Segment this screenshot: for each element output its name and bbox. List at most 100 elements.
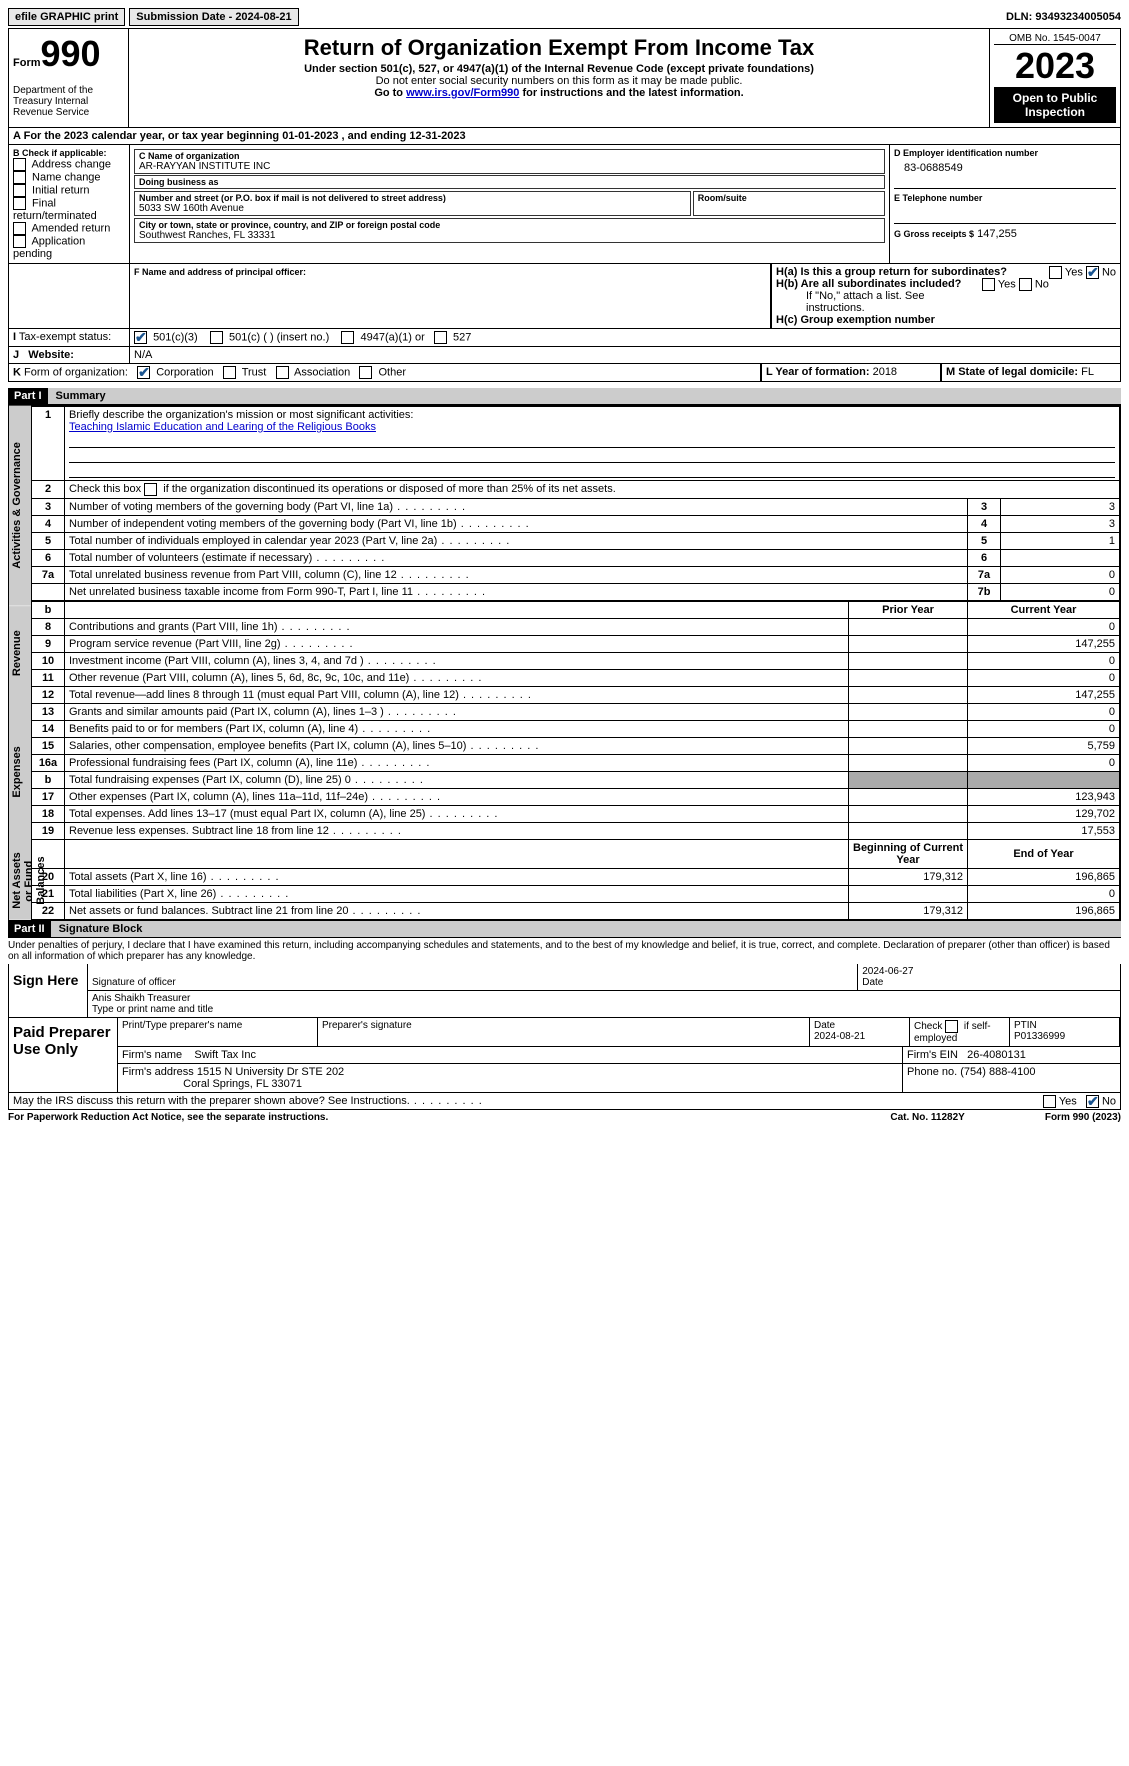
sub3: Go to www.irs.gov/Form990 for instructio… xyxy=(133,87,985,99)
table-row: Net unrelated business taxable income fr… xyxy=(32,584,1120,602)
form-title: Return of Organization Exempt From Incom… xyxy=(133,35,985,61)
ha-no[interactable] xyxy=(1086,266,1099,279)
h-b: H(b) Are all subordinates included? Yes … xyxy=(776,278,1116,290)
box-b: B Check if applicable: Address change Na… xyxy=(9,145,129,263)
firm-phone: (754) 888-4100 xyxy=(960,1066,1035,1078)
dba-box: Doing business as xyxy=(134,175,885,189)
declaration: Under penalties of perjury, I declare th… xyxy=(8,938,1121,964)
box-b-item: Final return/terminated xyxy=(13,197,125,222)
page-footer: For Paperwork Reduction Act Notice, see … xyxy=(8,1110,1121,1125)
omb: OMB No. 1545-0047 xyxy=(994,33,1116,45)
box-b-item: Application pending xyxy=(13,235,125,260)
table-row: 22Net assets or fund balances. Subtract … xyxy=(32,903,1120,920)
table-row: 17Other expenses (Part IX, column (A), l… xyxy=(32,789,1120,806)
table-row: 8Contributions and grants (Part VIII, li… xyxy=(32,619,1120,636)
discuss-yes[interactable] xyxy=(1043,1095,1056,1108)
table-row: 14Benefits paid to or for members (Part … xyxy=(32,721,1120,738)
box-b-item: Amended return xyxy=(13,222,125,235)
table-row: 7aTotal unrelated business revenue from … xyxy=(32,567,1120,584)
section-klm: K Form of organization: Corporation Trus… xyxy=(8,364,1121,382)
tax-year-line: A For the 2023 calendar year, or tax yea… xyxy=(8,128,1121,145)
irs-link[interactable]: www.irs.gov/Form990 xyxy=(406,87,519,99)
hb-yes[interactable] xyxy=(982,278,995,291)
part1-body: Activities & Governance Revenue Expenses… xyxy=(8,405,1121,921)
h-a: H(a) Is this a group return for subordin… xyxy=(776,266,1116,278)
table-row: 19Revenue less expenses. Subtract line 1… xyxy=(32,823,1120,840)
box-deg: D Employer identification number 83-0688… xyxy=(890,145,1120,263)
table-row: 20Total assets (Part X, line 16)179,3121… xyxy=(32,869,1120,886)
vert-exp: Expenses xyxy=(9,701,31,843)
header-mid: Return of Organization Exempt From Incom… xyxy=(129,29,990,127)
firm-addr2: Coral Springs, FL 33071 xyxy=(183,1078,302,1090)
prep-date: 2024-08-21 xyxy=(814,1031,865,1042)
table-row: 21Total liabilities (Part X, line 26)0 xyxy=(32,886,1120,903)
signature-block: Sign Here Signature of officer 2024-06-2… xyxy=(8,964,1121,1093)
vert-rev: Revenue xyxy=(9,606,31,701)
box-b-label: B Check if applicable: xyxy=(13,148,125,158)
h-note: If "No," attach a list. See instructions… xyxy=(776,290,1116,314)
firm-addr1: 1515 N University Dr STE 202 xyxy=(197,1066,344,1078)
sub1: Under section 501(c), 527, or 4947(a)(1)… xyxy=(133,63,985,75)
gross-receipts: G Gross receipts $ 147,255 xyxy=(894,224,1116,240)
header-right: OMB No. 1545-0047 2023 Open to Public In… xyxy=(990,29,1120,127)
org-name-box: C Name of organization AR-RAYYAN INSTITU… xyxy=(134,149,885,174)
tax-status: 501(c)(3) 501(c) ( ) (insert no.) 4947(a… xyxy=(130,329,1120,346)
paid-preparer: Paid Preparer Use Only xyxy=(9,1018,118,1092)
discuss-no[interactable] xyxy=(1086,1095,1099,1108)
sub2: Do not enter social security numbers on … xyxy=(133,75,985,87)
addr-box: Number and street (or P.O. box if mail i… xyxy=(134,191,691,216)
org-city: Southwest Ranches, FL 33331 xyxy=(139,230,880,241)
table-row: 18Total expenses. Add lines 13–17 (must … xyxy=(32,806,1120,823)
box-b-item: Address change xyxy=(13,158,125,171)
submission-btn[interactable]: Submission Date - 2024-08-21 xyxy=(129,8,298,26)
table-row: 3Number of voting members of the governi… xyxy=(32,499,1120,516)
section-fh: F Name and address of principal officer:… xyxy=(8,264,1121,364)
table-row: 5Total number of individuals employed in… xyxy=(32,533,1120,550)
form-word: Form xyxy=(13,57,41,69)
city-box: City or town, state or province, country… xyxy=(134,218,885,243)
form-label: Form990 Department of the Treasury Inter… xyxy=(9,29,129,127)
table-row: 15Salaries, other compensation, employee… xyxy=(32,738,1120,755)
mission[interactable]: Teaching Islamic Education and Learing o… xyxy=(69,421,376,433)
table-row: 16aProfessional fundraising fees (Part I… xyxy=(32,755,1120,772)
firm-name: Swift Tax Inc xyxy=(194,1049,256,1061)
website: N/A xyxy=(130,347,156,363)
hb-no[interactable] xyxy=(1019,278,1032,291)
501c3-check[interactable] xyxy=(134,331,147,344)
public-inspection: Open to Public Inspection xyxy=(994,87,1116,123)
box-k-label: Form of organization: xyxy=(24,366,128,378)
dept: Department of the Treasury Internal Reve… xyxy=(13,85,124,118)
org-name: AR-RAYYAN INSTITUTE INC xyxy=(139,161,880,172)
efile-btn[interactable]: efile GRAPHIC print xyxy=(8,8,125,26)
h-c: H(c) Group exemption number xyxy=(776,314,935,326)
vert-na: Net Assets or Fund Balances xyxy=(9,842,31,920)
discuss-row: May the IRS discuss this return with the… xyxy=(8,1093,1121,1110)
table-row: bTotal fundraising expenses (Part IX, co… xyxy=(32,772,1120,789)
table-row: 9Program service revenue (Part VIII, lin… xyxy=(32,636,1120,653)
part2-header: Part II Signature Block xyxy=(8,921,1121,938)
year-formation: 2018 xyxy=(873,366,897,378)
room-box: Room/suite xyxy=(693,191,885,216)
table-row: 13Grants and similar amounts paid (Part … xyxy=(32,704,1120,721)
dln: DLN: 93493234005054 xyxy=(1006,11,1121,23)
table-row: 6Total number of volunteers (estimate if… xyxy=(32,550,1120,567)
box-b-item: Name change xyxy=(13,171,125,184)
state-domicile: FL xyxy=(1081,366,1094,378)
ein-label: D Employer identification number xyxy=(894,148,1116,158)
ha-yes[interactable] xyxy=(1049,266,1062,279)
box-b-item: Initial return xyxy=(13,184,125,197)
website-label: Website: xyxy=(28,349,74,361)
k-corp[interactable] xyxy=(137,366,150,379)
org-addr: 5033 SW 160th Avenue xyxy=(139,203,686,214)
tax-year: 2023 xyxy=(994,45,1116,87)
officer-name: Anis Shaikh Treasurer xyxy=(92,993,190,1004)
section-a: B Check if applicable: Address change Na… xyxy=(8,145,1121,264)
table-row: 11Other revenue (Part VIII, column (A), … xyxy=(32,670,1120,687)
part1-header: Part I Summary xyxy=(8,388,1121,405)
box-c: C Name of organization AR-RAYYAN INSTITU… xyxy=(129,145,890,263)
box-i-label: Tax-exempt status: xyxy=(19,331,111,343)
form-number: 990 xyxy=(41,33,101,74)
sign-here: Sign Here xyxy=(9,964,88,1017)
table-row: 12Total revenue—add lines 8 through 11 (… xyxy=(32,687,1120,704)
phone-label: E Telephone number xyxy=(894,193,1116,203)
